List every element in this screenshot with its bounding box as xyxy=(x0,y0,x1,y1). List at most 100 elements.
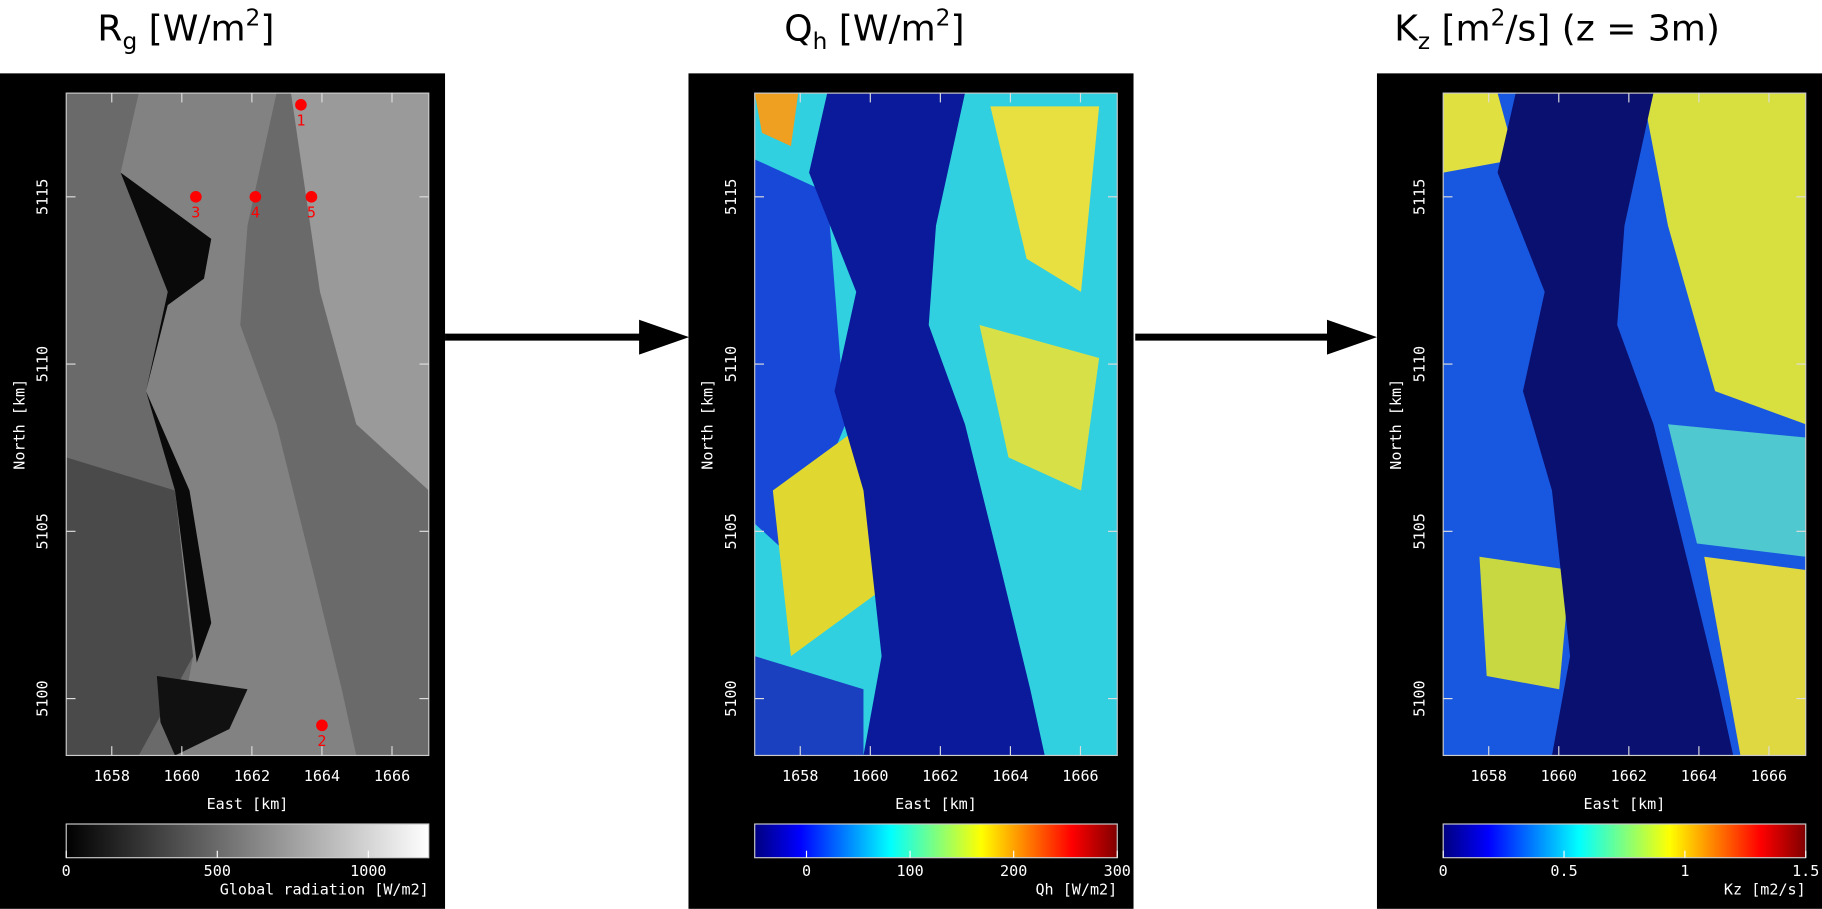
plot-frame xyxy=(754,92,1118,757)
panel-title: Kz [m2/s] (z = 3m) xyxy=(1394,4,1720,54)
title-part: [W/m xyxy=(137,8,245,49)
station xyxy=(295,99,307,111)
title-part: R xyxy=(97,8,122,49)
x-tick-label: 1666 xyxy=(1062,767,1098,785)
x-tick-label: 1666 xyxy=(374,767,410,785)
x-tick-label: 1658 xyxy=(94,767,130,785)
title-part: [W/m xyxy=(827,8,935,49)
colorbar-label: Qh [W/m2] xyxy=(1035,881,1117,899)
map-region xyxy=(754,93,799,147)
colorbar xyxy=(754,823,1118,859)
title-part: K xyxy=(1394,8,1419,49)
title-part: g xyxy=(122,27,137,54)
map-region xyxy=(1497,93,1734,756)
x-tick-label: 1660 xyxy=(1541,767,1577,785)
y-tick-label: 5100 xyxy=(722,680,740,716)
title-part: 2 xyxy=(1491,4,1506,31)
map-region xyxy=(990,106,1100,292)
colorbar-tick-label: 0 xyxy=(62,862,71,880)
x-tick-label: 1664 xyxy=(992,767,1028,785)
x-tick-label: 1658 xyxy=(782,767,818,785)
colorbar-tick-label: 1000 xyxy=(350,862,386,880)
y-tick-label: 5105 xyxy=(33,513,51,549)
y-axis-label: North [km] xyxy=(1387,379,1405,470)
colorbar-tick-label: 500 xyxy=(204,862,231,880)
title-part: 2 xyxy=(246,4,261,31)
panel-title: Qh [W/m2] xyxy=(784,4,964,54)
station-label: 3 xyxy=(191,204,200,222)
colorbar-tick-label: 1.5 xyxy=(1792,862,1819,880)
y-tick-label: 5100 xyxy=(33,680,51,716)
map-image xyxy=(1443,93,1806,756)
map-region xyxy=(979,324,1100,491)
x-tick-label: 1664 xyxy=(304,767,340,785)
colorbar-tick-label: 1 xyxy=(1680,862,1689,880)
colorbar-tick-label: 0 xyxy=(1439,862,1448,880)
arrow-head xyxy=(1326,319,1377,355)
plot-frame xyxy=(1442,92,1807,757)
title-part: ] xyxy=(260,8,274,49)
map-region xyxy=(120,172,212,663)
station xyxy=(305,191,318,203)
colorbar-tick-label: 0 xyxy=(802,862,811,880)
colorbar-label: Kz [m2/s] xyxy=(1724,881,1806,899)
arrow-head xyxy=(639,319,690,355)
arrow xyxy=(445,319,690,355)
panel-title: Rg [W/m2] xyxy=(97,4,274,54)
colorbar-label: Global radiation [W/m2] xyxy=(220,881,429,899)
arrow xyxy=(1135,319,1377,355)
map-region xyxy=(156,675,248,756)
x-axis-label: East [km] xyxy=(895,795,977,813)
x-tick-label: 1662 xyxy=(1611,767,1647,785)
station xyxy=(249,191,262,203)
map-region xyxy=(1704,556,1806,756)
map-region xyxy=(1479,556,1571,690)
x-tick-label: 1658 xyxy=(1471,767,1507,785)
colorbar-tick-label: 100 xyxy=(896,862,923,880)
title-part: h xyxy=(813,27,828,54)
map-region xyxy=(809,93,1045,756)
y-tick-label: 5100 xyxy=(1410,680,1428,716)
station-label: 5 xyxy=(307,204,316,222)
map-region xyxy=(291,93,429,491)
colorbar-tick-label: 0.5 xyxy=(1550,862,1577,880)
y-axis-label: North [km] xyxy=(699,379,717,470)
y-tick-label: 5115 xyxy=(33,179,51,215)
map-region xyxy=(1642,93,1806,425)
y-axis-label: North [km] xyxy=(10,379,28,470)
panel: Qh [W/m2] 1658 1660 1662 1664 1666 5100 5105 511… xyxy=(688,4,1134,909)
title-part: 2 xyxy=(936,4,951,31)
map-image xyxy=(754,93,1118,756)
y-tick-label: 5110 xyxy=(722,346,740,382)
x-tick-label: 1662 xyxy=(234,767,270,785)
panel: Rg [W/m2]1658 1660 1662 1664 166651005105511… xyxy=(0,4,446,909)
title-part: /s] (z = 3m) xyxy=(1505,8,1719,49)
station xyxy=(316,719,328,732)
station-label: 2 xyxy=(317,732,326,750)
x-tick-label: 1666 xyxy=(1751,767,1787,785)
map-region xyxy=(1443,93,1516,173)
x-tick-label: 1664 xyxy=(1681,767,1717,785)
y-tick-label: 5110 xyxy=(1410,346,1428,382)
map-region xyxy=(772,424,882,657)
x-axis-label: East [km] xyxy=(207,795,289,813)
x-axis-label: East [km] xyxy=(1584,795,1666,813)
station-label: 1 xyxy=(296,112,305,130)
y-tick-label: 5115 xyxy=(722,179,740,215)
title-part: [m xyxy=(1430,8,1491,49)
panel: Kz [m2/s] (z = 3m) 1658 1660 1662 1664 1666 51… xyxy=(1376,4,1822,909)
title-part: z xyxy=(1418,27,1430,54)
y-tick-label: 5105 xyxy=(722,513,740,549)
y-tick-label: 5110 xyxy=(33,346,51,382)
x-tick-label: 1662 xyxy=(922,767,958,785)
colorbar-tick-label: 300 xyxy=(1104,862,1131,880)
colorbar xyxy=(65,823,430,859)
colorbar-tick-label: 200 xyxy=(1000,862,1027,880)
x-tick-label: 1660 xyxy=(164,767,200,785)
map-region xyxy=(1667,424,1806,557)
title-part: ] xyxy=(950,8,964,49)
x-tick-label: 1660 xyxy=(852,767,888,785)
station xyxy=(190,191,202,203)
map-image xyxy=(66,93,429,756)
